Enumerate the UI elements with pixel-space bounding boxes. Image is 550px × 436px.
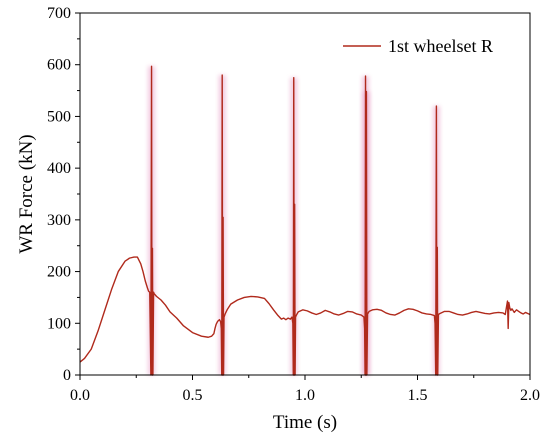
y-tick-label: 0: [63, 367, 71, 384]
x-axis: 0.0 0.5 1.0 1.5 2.0: [70, 375, 540, 404]
y-tick-label: 400: [47, 160, 71, 177]
x-tick-label: 0.5: [183, 387, 203, 404]
y-axis: 0 100 200 300 400 500 600 700: [47, 5, 80, 384]
y-tick-label: 200: [47, 264, 71, 281]
x-axis-title: Time (s): [273, 412, 337, 433]
y-axis-title: WR Force (kN): [16, 134, 37, 253]
y-tick-label: 500: [47, 108, 71, 125]
legend: 1st wheelset R: [343, 36, 493, 56]
x-tick-label: 1.5: [408, 387, 428, 404]
y-tick-label: 300: [47, 212, 71, 229]
y-tick-label: 600: [47, 57, 71, 74]
y-tick-label: 100: [47, 315, 71, 332]
y-tick-label: 700: [47, 5, 71, 22]
series-line-1st-wheelset-r: [79, 65, 531, 376]
x-tick-label: 0.0: [70, 387, 90, 404]
legend-label: 1st wheelset R: [388, 36, 493, 56]
plot-area-frame: [79, 12, 531, 376]
x-tick-label: 1.0: [295, 387, 315, 404]
x-tick-label: 2.0: [520, 387, 540, 404]
